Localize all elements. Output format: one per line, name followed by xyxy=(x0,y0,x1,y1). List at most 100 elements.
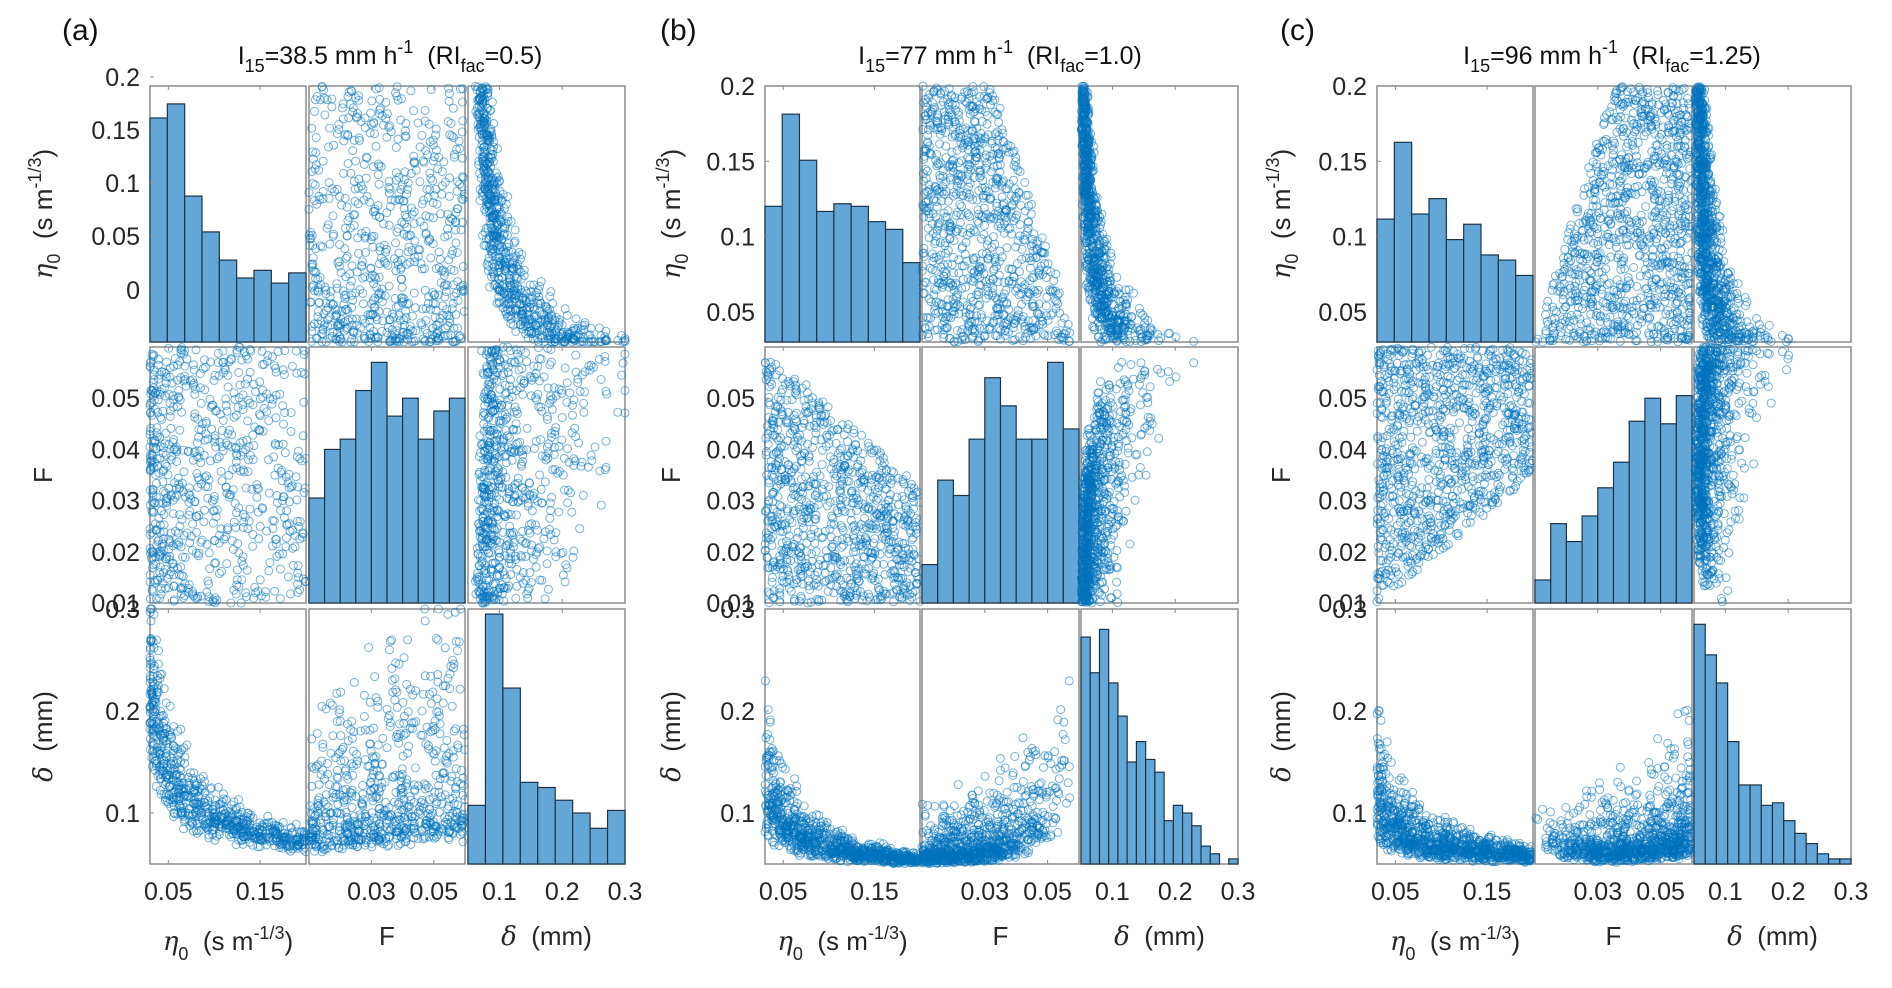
scatter-point xyxy=(620,334,630,343)
scatter-point xyxy=(440,773,450,783)
scatter-point xyxy=(199,517,209,527)
scatter-point xyxy=(340,819,350,829)
scatter-point xyxy=(523,498,533,508)
scatter-point xyxy=(537,498,547,508)
scatter-point xyxy=(387,772,397,782)
scatter-point xyxy=(473,119,483,129)
scatter-point xyxy=(385,121,395,131)
scatter-point xyxy=(433,670,443,680)
scatter-point xyxy=(527,326,536,336)
scatter-point xyxy=(354,91,364,101)
scatter-point xyxy=(515,320,525,330)
scatter-point xyxy=(317,847,327,857)
scatter-point xyxy=(241,588,251,598)
scatter-point xyxy=(996,223,1006,233)
scatter-point xyxy=(238,818,248,828)
scatter-point xyxy=(308,154,318,164)
scatter-point xyxy=(146,634,156,643)
scatter-point xyxy=(332,808,342,817)
scatter-point xyxy=(507,530,517,540)
scatter-point xyxy=(535,470,545,480)
scatter-point xyxy=(293,832,303,842)
scatter-point xyxy=(149,661,159,671)
scatter-point xyxy=(286,823,296,833)
scatter-point xyxy=(543,448,553,458)
scatter-point xyxy=(1048,308,1058,318)
scatter-point xyxy=(226,598,236,608)
scatter-point xyxy=(932,150,942,159)
scatter-point xyxy=(275,594,285,604)
scatter-point xyxy=(495,285,504,295)
scatter-point xyxy=(149,365,159,375)
scatter-point xyxy=(237,556,247,566)
scatter-point xyxy=(357,261,367,271)
scatter-point xyxy=(310,267,320,277)
scatter-point xyxy=(1020,178,1030,187)
scatter-point xyxy=(568,410,577,420)
scatter-point xyxy=(233,539,243,549)
scatter-point xyxy=(205,793,215,803)
scatter-point xyxy=(613,407,623,417)
scatter-point xyxy=(406,168,416,178)
scatter-point xyxy=(308,253,318,263)
scatter-point xyxy=(492,203,502,213)
scatter-point xyxy=(444,96,454,106)
scatter-point xyxy=(506,548,516,558)
scatter-point xyxy=(545,330,555,340)
scatter-point xyxy=(489,119,499,128)
scatter-point xyxy=(518,445,528,455)
title-unit-superscript: -1 xyxy=(397,37,413,57)
scatter-point xyxy=(418,304,428,314)
scatter-point xyxy=(444,828,454,838)
scatter-point xyxy=(403,247,413,257)
scatter-point xyxy=(194,424,204,434)
scatter-point xyxy=(178,783,188,793)
scatter-point xyxy=(937,278,947,288)
scatter-point xyxy=(146,407,156,417)
histogram-bar xyxy=(339,438,357,604)
scatter-point xyxy=(153,687,163,697)
scatter-point xyxy=(416,318,426,328)
scatter-point xyxy=(168,792,178,802)
scatter-point xyxy=(227,442,236,452)
scatter-point xyxy=(290,542,300,552)
scatter-point xyxy=(489,365,499,375)
scatter-point xyxy=(1011,152,1021,162)
scatter-point xyxy=(523,525,533,535)
scatter-point xyxy=(309,280,319,290)
scatter-point xyxy=(224,357,234,367)
scatter-point xyxy=(196,383,205,393)
scatter-point xyxy=(253,842,263,852)
scatter-point xyxy=(421,303,431,313)
scatter-point xyxy=(211,406,221,415)
scatter-point xyxy=(545,395,555,405)
scatter-point xyxy=(496,217,506,227)
scatter-point xyxy=(446,661,456,671)
y-tick-label: 0.2 xyxy=(105,64,140,92)
scatter-point xyxy=(918,125,928,134)
title-ri-value: =1.0) xyxy=(1084,42,1142,70)
scatter-point xyxy=(446,119,456,128)
scatter-point xyxy=(482,159,492,169)
scatter-point xyxy=(286,426,296,436)
scatter-point xyxy=(167,451,177,461)
scatter-point xyxy=(160,583,170,593)
scatter-point xyxy=(500,264,510,273)
scatter-point xyxy=(177,343,187,353)
scatter-point xyxy=(349,812,359,821)
scatter-point xyxy=(403,184,412,194)
scatter-point xyxy=(415,245,425,255)
scatter-point xyxy=(396,785,406,795)
scatter-point xyxy=(348,146,358,156)
scatter-point xyxy=(255,522,265,531)
scatter-point xyxy=(508,424,518,434)
scatter-point xyxy=(348,103,358,113)
scatter-point xyxy=(311,95,320,105)
scatter-point xyxy=(547,321,557,331)
scatter-point xyxy=(425,818,435,828)
scatter-point xyxy=(372,792,382,802)
scatter-point xyxy=(522,298,532,308)
scatter-point xyxy=(282,533,291,543)
scatter-point xyxy=(490,558,500,568)
scatter-point xyxy=(620,349,630,359)
